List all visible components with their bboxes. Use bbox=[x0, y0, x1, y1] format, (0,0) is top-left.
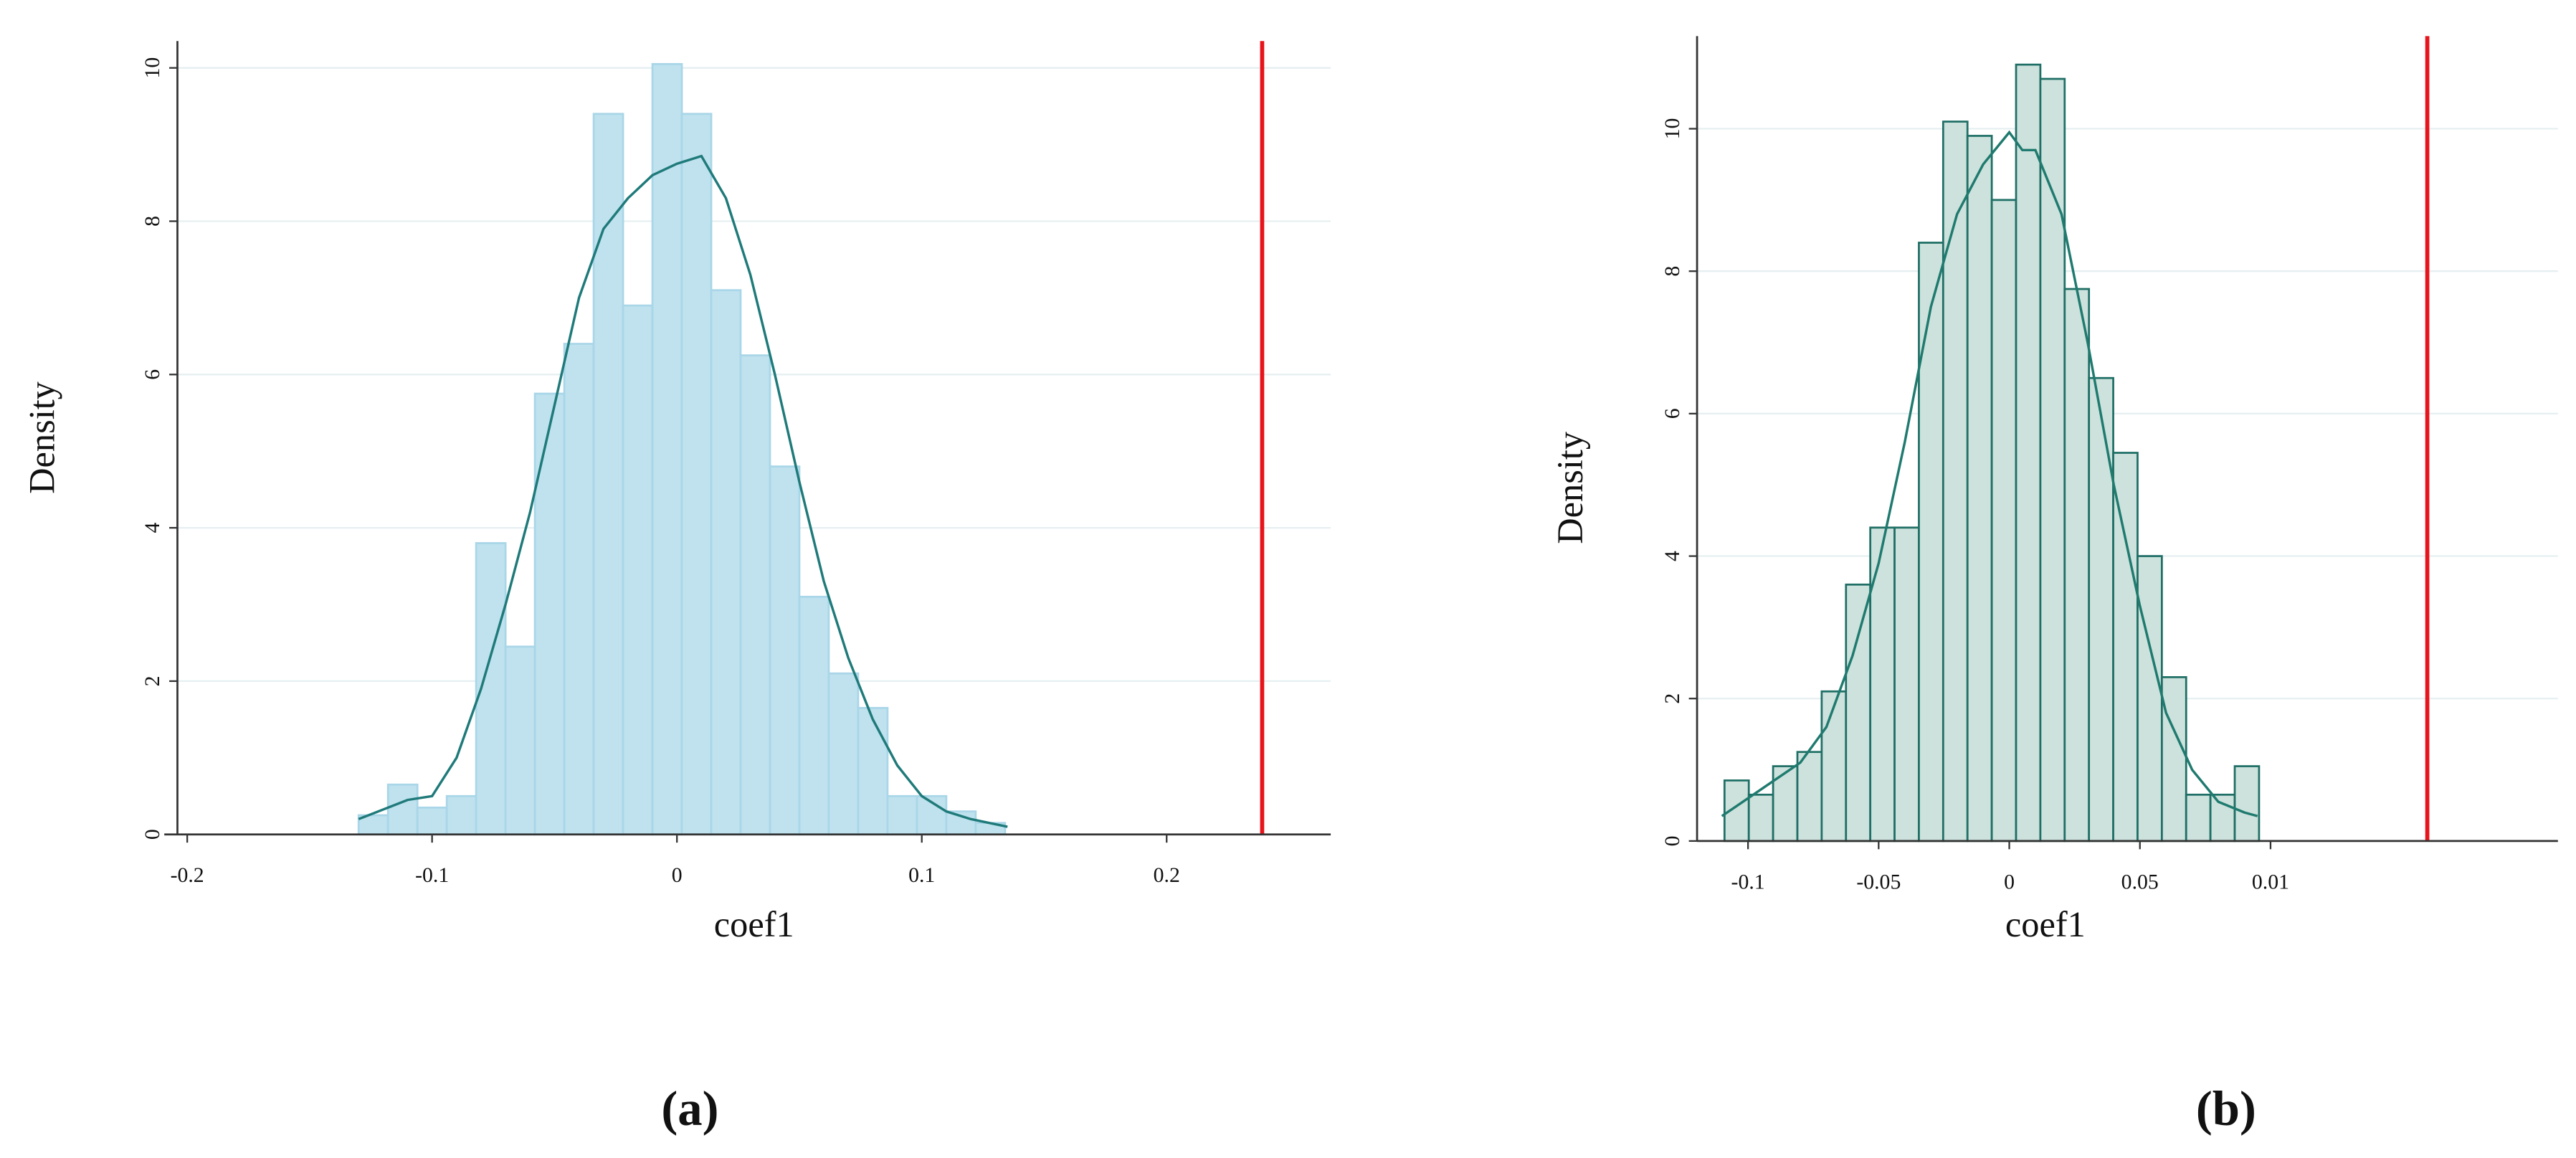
bar bbox=[1869, 526, 1896, 843]
bar bbox=[445, 794, 477, 836]
y-tick-label: 0 bbox=[141, 829, 164, 840]
x-tick-label: -0.1 bbox=[1731, 870, 1765, 893]
x-tick-label: 0 bbox=[2004, 870, 2015, 893]
bar bbox=[2015, 63, 2042, 843]
y-tick-label: 10 bbox=[1660, 118, 1684, 140]
bar bbox=[1893, 526, 1920, 843]
bar bbox=[857, 706, 889, 836]
y-tick-label: 4 bbox=[1660, 551, 1684, 561]
x-tick-label: 0.1 bbox=[908, 863, 935, 887]
density-curve bbox=[1721, 130, 2258, 817]
y-tick-label: 6 bbox=[1660, 408, 1684, 419]
bar bbox=[2039, 77, 2066, 843]
bar bbox=[827, 672, 860, 836]
x-tick-label: -0.2 bbox=[171, 863, 204, 887]
bar bbox=[563, 343, 595, 836]
y-tick-label: 10 bbox=[141, 57, 164, 79]
density-curve bbox=[358, 154, 1008, 828]
bar bbox=[886, 794, 918, 836]
bar bbox=[651, 62, 683, 836]
x-tick-label: 0 bbox=[672, 863, 683, 887]
bar bbox=[1747, 793, 1774, 843]
bar bbox=[386, 783, 419, 836]
bar bbox=[2112, 452, 2139, 843]
x-tick-label: 0.05 bbox=[2121, 870, 2159, 893]
y-tick-label: 6 bbox=[141, 369, 164, 380]
bar bbox=[1820, 690, 1848, 843]
bar bbox=[2088, 376, 2114, 843]
y-tick-label: 0 bbox=[1660, 835, 1684, 846]
bar bbox=[504, 645, 536, 836]
y-tick-label: 8 bbox=[141, 216, 164, 227]
bar bbox=[680, 113, 713, 836]
y-tick-label: 8 bbox=[1660, 266, 1684, 277]
bar bbox=[798, 595, 830, 836]
y-tick-label: 2 bbox=[1660, 693, 1684, 704]
bar bbox=[2209, 793, 2236, 843]
y-axis-title: Density bbox=[22, 381, 62, 494]
bar bbox=[1966, 135, 1993, 843]
x-axis-title: coef1 bbox=[714, 904, 794, 944]
bar bbox=[2185, 793, 2212, 843]
panel-label: (b) bbox=[2196, 1081, 2256, 1136]
bar bbox=[2137, 555, 2163, 843]
bar bbox=[2233, 765, 2261, 843]
bar bbox=[592, 113, 624, 836]
x-tick-label: 0.01 bbox=[2252, 870, 2289, 893]
bar bbox=[1990, 199, 2017, 843]
x-tick-label: -0.1 bbox=[415, 863, 449, 887]
x-tick-label: -0.05 bbox=[1856, 870, 1901, 893]
panel-label: (a) bbox=[661, 1081, 718, 1136]
bar bbox=[739, 354, 771, 836]
bar bbox=[1845, 583, 1872, 843]
y-tick-label: 4 bbox=[141, 523, 164, 533]
bar bbox=[769, 465, 801, 836]
y-tick-label: 2 bbox=[141, 675, 164, 686]
bar bbox=[1941, 120, 1969, 843]
bar bbox=[710, 289, 742, 836]
x-axis-title: coef1 bbox=[2005, 904, 2086, 944]
x-tick-label: 0.2 bbox=[1154, 863, 1180, 887]
bar bbox=[416, 806, 448, 836]
bar bbox=[2063, 288, 2091, 843]
y-axis-title: Density bbox=[1550, 432, 1590, 544]
bar bbox=[2160, 676, 2187, 843]
bar bbox=[1796, 751, 1823, 843]
bar bbox=[533, 392, 566, 836]
bar bbox=[622, 304, 654, 836]
bar bbox=[1918, 242, 1944, 843]
